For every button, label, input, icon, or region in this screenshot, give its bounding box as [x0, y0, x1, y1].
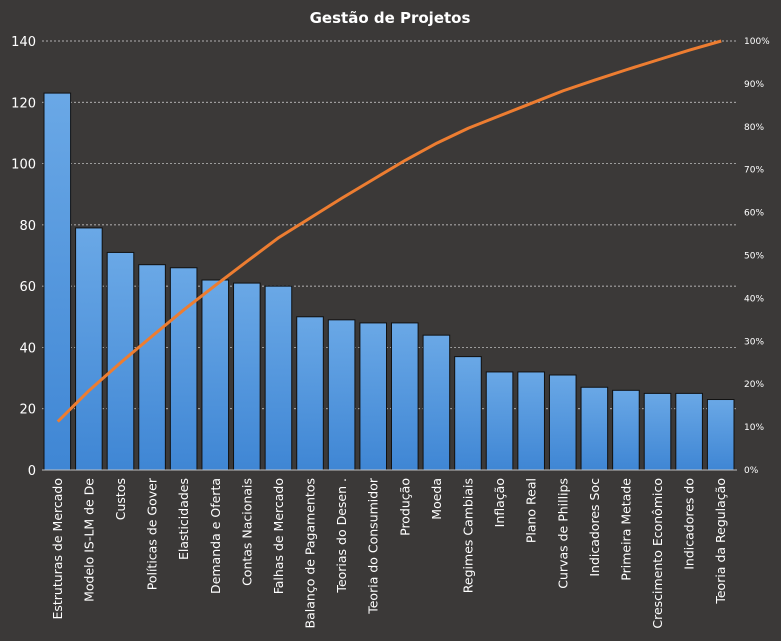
y2-tick-label: 40%: [744, 294, 764, 304]
y2-tick-label: 70%: [744, 166, 764, 176]
y-axis-left: 0 20 40 60 80 100 120 140: [11, 35, 36, 479]
bar-21: [675, 392, 703, 471]
x-tick-label: Primeira Metade: [618, 478, 633, 581]
x-tick-label: Inflação: [492, 478, 507, 527]
x-tick-label: Moeda: [429, 478, 444, 520]
bar-7: [233, 282, 261, 471]
bar-8: [264, 285, 293, 471]
y2-tick-label: 100%: [744, 37, 770, 47]
x-tick-label: Balanço de Pagamentos: [303, 478, 318, 628]
y2-tick-label: 10%: [744, 423, 764, 433]
x-tick-label: Demanda e Oferta: [208, 478, 223, 594]
x-axis: Estruturas de Mercado Modelo IS-LM de De C…: [42, 469, 737, 629]
bar-22: [706, 399, 735, 471]
cumulative-line: [56, 39, 722, 423]
x-tick-label: Custos: [113, 478, 128, 520]
cumulative-percent-line: [56, 39, 722, 423]
bar-18: [580, 386, 609, 471]
x-tick-label: Falhas de Mercado: [271, 478, 286, 594]
x-tick-label: Estruturas de Mercado: [50, 478, 65, 620]
bar-2: [75, 227, 103, 471]
bar-10: [327, 319, 356, 471]
x-tick-label: Curvas de Phillips: [555, 478, 570, 589]
bars: [43, 92, 735, 471]
y2-tick-label: 50%: [744, 252, 764, 262]
bar-9: [296, 316, 324, 471]
y2-tick-label: 80%: [744, 123, 764, 133]
y-axis-right: 0% 10% 20% 30% 40% 50% 60% 70% 80% 90% 100%: [744, 37, 770, 476]
y2-tick-label: 90%: [744, 80, 764, 90]
x-tick-label: Contas Nacionais: [239, 478, 254, 586]
x-tick-label: Crescimento Econômico: [650, 478, 665, 629]
chart-title: Gestão de Projetos: [310, 9, 471, 27]
x-tick-label: Políticas de Gover: [145, 477, 160, 590]
bar-11: [359, 322, 387, 471]
bar-6: [201, 279, 230, 471]
bar-5: [169, 267, 198, 471]
y2-tick-label: 30%: [744, 337, 764, 347]
bar-20: [643, 392, 672, 471]
bar-19: [612, 389, 640, 471]
y-tick-label: 100: [11, 158, 36, 173]
y-tick-label: 40: [19, 341, 36, 356]
bar-16: [517, 371, 545, 471]
y-tick-label: 140: [11, 35, 36, 50]
y-tick-label: 120: [11, 96, 36, 111]
x-tick-label: Regimes Cambiais: [460, 478, 475, 593]
y-tick-label: 0: [28, 464, 36, 479]
bar-17: [548, 374, 577, 471]
bar-15: [485, 371, 514, 471]
x-tick-label: Indicadores Soc: [587, 478, 602, 577]
bar-13: [422, 334, 451, 471]
y-tick-label: 20: [19, 403, 36, 418]
bar-12: [391, 322, 419, 471]
x-tick-label: Teorias do Desen .: [334, 478, 349, 594]
x-tick-label: Indicadores do: [682, 478, 697, 570]
x-tick-label: Modelo IS-LM de De: [81, 478, 96, 602]
bar-14: [454, 356, 482, 471]
bar-1: [43, 92, 72, 471]
y-tick-label: 60: [19, 280, 36, 295]
y2-tick-label: 0%: [744, 466, 759, 476]
x-tick-label: Produção: [397, 478, 412, 536]
bar-4: [138, 264, 166, 471]
y2-tick-label: 20%: [744, 380, 764, 390]
y-tick-label: 80: [19, 219, 36, 234]
x-tick-label: Teoria do Consumidor: [366, 477, 381, 615]
y2-tick-label: 60%: [744, 209, 764, 219]
x-tick-label: Elasticidades: [176, 478, 191, 560]
x-tick-label: Teoria da Regulação: [713, 478, 728, 605]
x-tick-label: Plano Real: [524, 478, 539, 543]
